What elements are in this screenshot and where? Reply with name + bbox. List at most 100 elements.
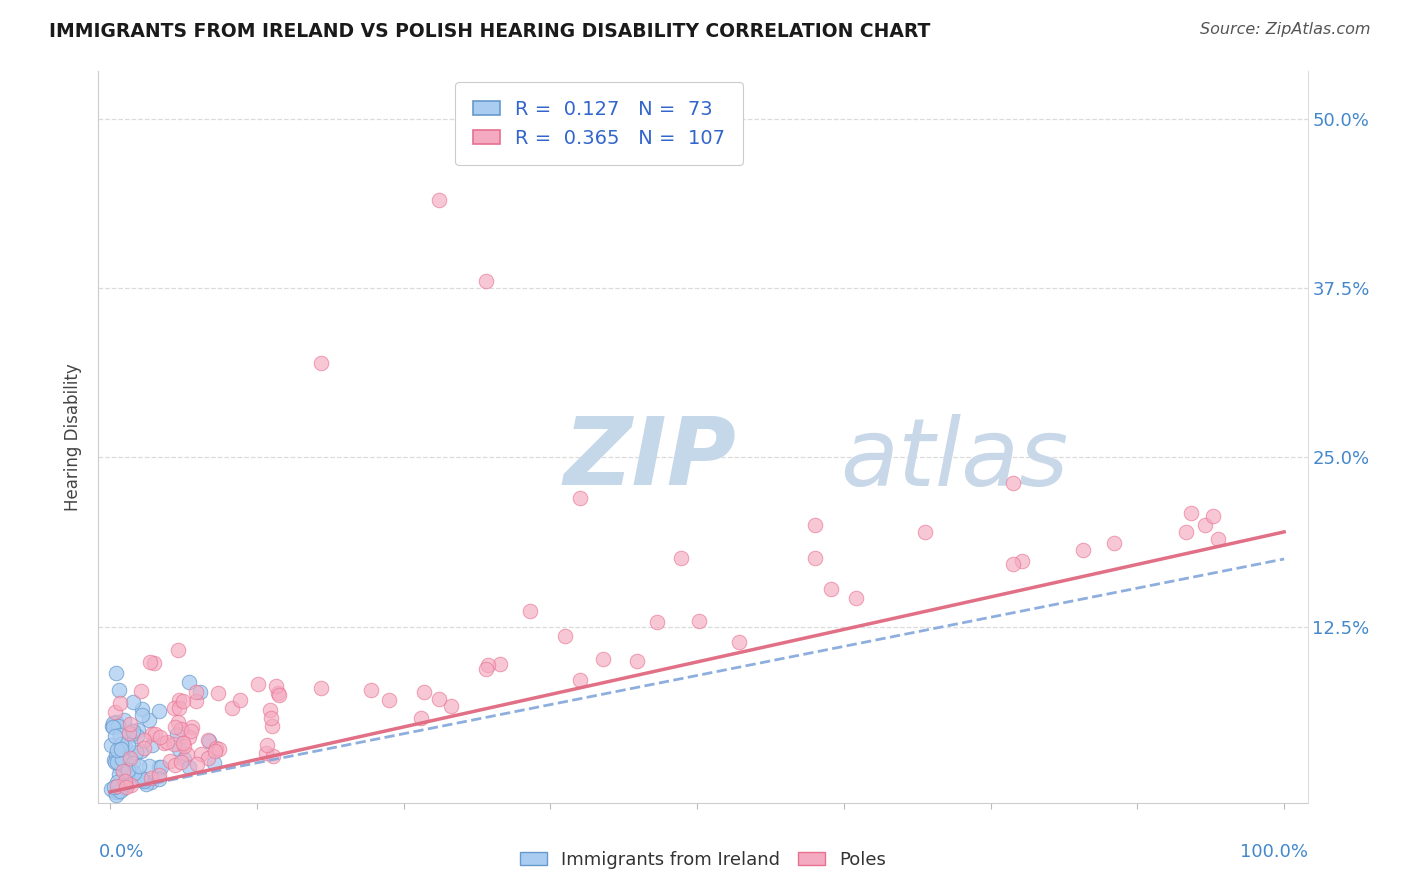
Point: [143, 726, 166, 740]
Point: [105, 666, 128, 681]
Point: [148, 772, 170, 786]
Point: [1071, 542, 1094, 557]
Point: [264, 679, 287, 693]
Point: [117, 738, 139, 752]
Point: [177, 730, 200, 744]
Point: [167, 701, 190, 715]
Point: [820, 582, 842, 596]
Point: [122, 695, 145, 709]
Point: [202, 756, 225, 771]
Point: [121, 724, 143, 739]
Point: [172, 736, 194, 750]
Point: [172, 694, 194, 708]
Point: [1206, 533, 1229, 547]
Point: [110, 696, 132, 710]
Point: [440, 699, 463, 714]
Point: [803, 518, 825, 533]
Point: [229, 693, 252, 707]
Point: [1001, 476, 1024, 491]
Point: [122, 723, 145, 738]
Point: [148, 760, 170, 774]
Text: atlas: atlas: [839, 414, 1069, 505]
Point: [110, 757, 132, 772]
Point: [148, 704, 170, 718]
Point: [108, 784, 131, 798]
Point: [148, 768, 170, 782]
Point: [170, 755, 193, 769]
Point: [179, 724, 201, 739]
Point: [121, 778, 143, 792]
Point: [103, 753, 125, 767]
Point: [105, 788, 128, 802]
Point: [117, 726, 139, 740]
Point: [568, 673, 591, 688]
Point: [163, 737, 186, 751]
Point: [100, 738, 122, 752]
Point: [101, 718, 124, 732]
Point: [114, 739, 136, 754]
Point: [409, 711, 432, 725]
Point: [132, 740, 155, 755]
Point: [167, 692, 190, 706]
Point: [105, 755, 128, 769]
Point: [170, 722, 193, 736]
Point: [568, 491, 591, 505]
Point: [427, 193, 450, 207]
Point: [138, 713, 160, 727]
Point: [475, 662, 498, 676]
Point: [262, 749, 284, 764]
Point: [197, 733, 219, 747]
Point: [141, 739, 163, 753]
Point: [110, 737, 132, 751]
Point: [107, 785, 129, 799]
Point: [121, 756, 143, 770]
Point: [311, 681, 333, 695]
Point: [163, 720, 186, 734]
Point: [475, 274, 498, 288]
Point: [254, 747, 277, 761]
Point: [519, 604, 541, 618]
Point: [138, 759, 160, 773]
Point: [207, 686, 229, 700]
Point: [186, 756, 208, 771]
Point: [163, 700, 186, 714]
Point: [134, 774, 156, 789]
Point: [115, 748, 138, 763]
Point: [110, 742, 132, 756]
Point: [101, 715, 124, 730]
Point: [204, 744, 226, 758]
Point: [166, 726, 188, 740]
Point: [104, 755, 127, 769]
Point: [311, 355, 333, 369]
Point: [121, 763, 143, 777]
Point: [129, 684, 152, 698]
Point: [247, 677, 270, 691]
Point: [100, 781, 122, 796]
Point: [1202, 509, 1225, 524]
Point: [413, 685, 436, 699]
Point: [104, 748, 127, 763]
Point: [190, 747, 212, 761]
Point: [179, 760, 201, 774]
Point: [139, 775, 162, 789]
Point: [112, 764, 135, 778]
Point: [142, 657, 165, 671]
Text: 100.0%: 100.0%: [1240, 843, 1308, 861]
Point: [259, 703, 281, 717]
Point: [131, 701, 153, 715]
Point: [108, 761, 131, 775]
Point: [139, 772, 162, 786]
Point: [728, 634, 751, 648]
Point: [489, 657, 512, 672]
Point: [669, 551, 692, 566]
Point: [554, 629, 576, 643]
Point: [129, 772, 152, 786]
Point: [107, 683, 129, 698]
Point: [103, 780, 125, 794]
Point: [114, 774, 136, 789]
Point: [266, 686, 288, 700]
Point: [108, 728, 131, 742]
Point: [167, 742, 190, 756]
Text: ZIP: ZIP: [564, 413, 737, 505]
Point: [111, 737, 134, 751]
